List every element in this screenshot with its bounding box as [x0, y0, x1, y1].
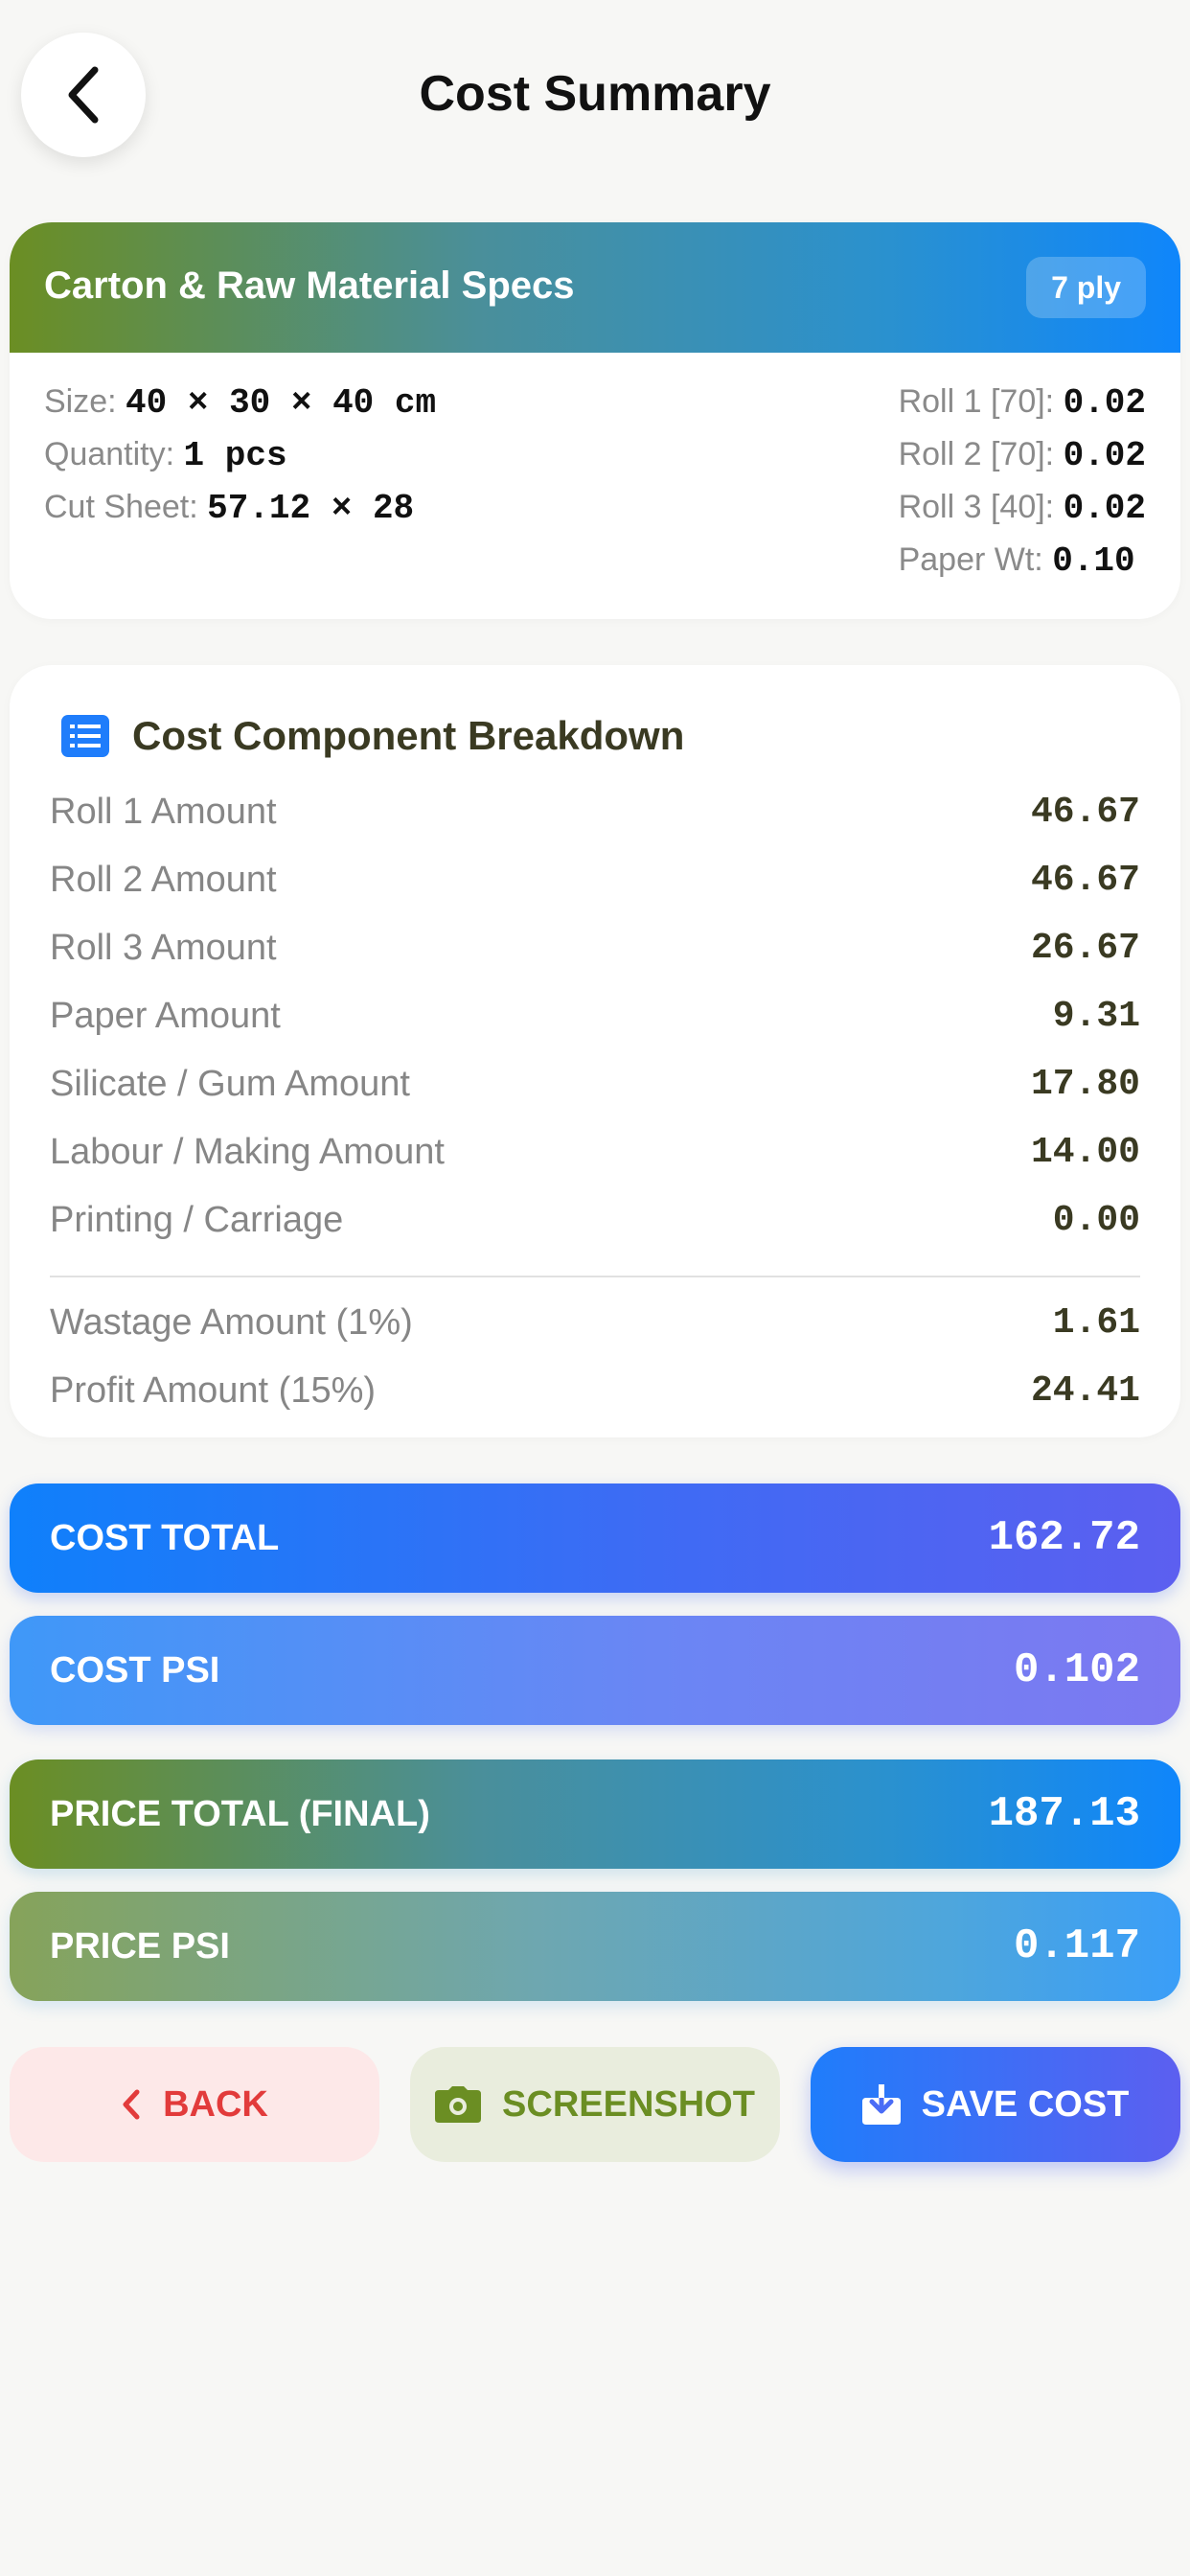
- specs-header: Carton & Raw Material Specs 7 ply: [10, 222, 1180, 353]
- row-label: Labour / Making Amount: [50, 1132, 445, 1172]
- ply-badge: 7 ply: [1026, 257, 1146, 318]
- save-cost-button[interactable]: SAVE COST: [811, 2047, 1180, 2162]
- back-button[interactable]: BACK: [10, 2047, 379, 2162]
- breakdown-row: Roll 2 Amount 46.67: [50, 846, 1140, 914]
- total-value: 187.13: [988, 1790, 1140, 1838]
- row-value: 9.31: [1052, 996, 1140, 1037]
- breakdown-row: Printing / Carriage 0.00: [50, 1186, 1140, 1254]
- row-value: 24.41: [1030, 1370, 1140, 1412]
- breakdown-row: Labour / Making Amount 14.00: [50, 1118, 1140, 1186]
- row-value: 14.00: [1030, 1132, 1140, 1173]
- row-label: Printing / Carriage: [50, 1200, 344, 1240]
- cost-psi-bar: COST PSI 0.102: [10, 1616, 1180, 1725]
- chevron-left-icon: [121, 2088, 142, 2121]
- breakdown-header: Cost Component Breakdown: [61, 709, 684, 763]
- spec-value: 40 × 30 × 40 cm: [126, 383, 437, 423]
- total-label: PRICE TOTAL (FINAL): [50, 1793, 430, 1834]
- price-psi-bar: PRICE PSI 0.117: [10, 1892, 1180, 2001]
- cost-total-bar: COST TOTAL 162.72: [10, 1484, 1180, 1593]
- spec-roll-2: Roll 2 [70]: 0.02: [899, 436, 1146, 489]
- spec-label: Cut Sheet:: [44, 489, 198, 525]
- screenshot-button-label: SCREENSHOT: [502, 2083, 755, 2125]
- chevron-left-icon: [68, 66, 99, 124]
- price-total-bar: PRICE TOTAL (FINAL) 187.13: [10, 1760, 1180, 1869]
- specs-right-column: Roll 1 [70]: 0.02 Roll 2 [70]: 0.02 Roll…: [899, 383, 1146, 594]
- row-value: 0.00: [1052, 1200, 1140, 1241]
- breakdown-row-profit: Profit Amount (15%) 24.41: [50, 1357, 1140, 1425]
- breakdown-row: Roll 3 Amount 26.67: [50, 914, 1140, 982]
- screenshot-button[interactable]: SCREENSHOT: [410, 2047, 780, 2162]
- row-value: 17.80: [1030, 1064, 1140, 1105]
- spec-label: Roll 3 [40]:: [898, 489, 1055, 525]
- breakdown-title: Cost Component Breakdown: [132, 713, 685, 758]
- total-label: COST TOTAL: [50, 1517, 280, 1558]
- breakdown-row: Paper Amount 9.31: [50, 982, 1140, 1050]
- row-value: 46.67: [1030, 860, 1140, 901]
- list-icon: [61, 715, 109, 757]
- spec-label: Quantity:: [44, 436, 175, 472]
- row-value: 1.61: [1052, 1302, 1140, 1344]
- specs-left-column: Size: 40 × 30 × 40 cm Quantity: 1 pcs Cu…: [44, 383, 436, 541]
- spec-value: 0.02: [1063, 436, 1146, 475]
- spec-label: Size:: [44, 383, 117, 420]
- spec-roll-1: Roll 1 [70]: 0.02: [899, 383, 1146, 436]
- specs-card: Carton & Raw Material Specs 7 ply Size: …: [10, 222, 1180, 619]
- spec-paper-wt: Paper Wt: 0.10: [899, 541, 1146, 594]
- spec-label: Roll 2 [70]:: [898, 436, 1055, 472]
- divider: [50, 1276, 1140, 1277]
- row-value: 46.67: [1030, 792, 1140, 833]
- spec-value: 0.02: [1063, 383, 1146, 423]
- spec-value: 0.02: [1063, 489, 1146, 528]
- total-value: 0.102: [1013, 1646, 1140, 1694]
- back-button-label: BACK: [163, 2083, 268, 2125]
- specs-title: Carton & Raw Material Specs: [44, 264, 575, 307]
- page-title: Cost Summary: [419, 66, 771, 122]
- breakdown-card: Cost Component Breakdown Roll 1 Amount 4…: [10, 665, 1180, 1438]
- row-value: 26.67: [1030, 928, 1140, 969]
- total-label: COST PSI: [50, 1649, 220, 1690]
- row-label: Paper Amount: [50, 996, 281, 1036]
- camera-icon: [435, 2086, 482, 2123]
- total-label: PRICE PSI: [50, 1925, 230, 1966]
- total-value: 0.117: [1013, 1922, 1140, 1970]
- row-label: Roll 1 Amount: [50, 792, 277, 832]
- spec-cut-sheet: Cut Sheet: 57.12 × 28: [44, 489, 436, 541]
- breakdown-list: Roll 1 Amount 46.67 Roll 2 Amount 46.67 …: [50, 778, 1140, 1425]
- spec-value: 0.10: [1052, 541, 1135, 581]
- spec-label: Paper Wt:: [898, 541, 1043, 578]
- spec-value: 1 pcs: [183, 436, 287, 475]
- header: Cost Summary: [0, 0, 1190, 192]
- total-value: 162.72: [988, 1514, 1140, 1562]
- spec-size: Size: 40 × 30 × 40 cm: [44, 383, 436, 436]
- row-label: Profit Amount (15%): [50, 1370, 377, 1411]
- row-label: Roll 3 Amount: [50, 928, 277, 968]
- spec-label: Roll 1 [70]:: [898, 383, 1055, 420]
- spec-value: 57.12 × 28: [207, 489, 415, 528]
- spec-quantity: Quantity: 1 pcs: [44, 436, 436, 489]
- breakdown-row: Silicate / Gum Amount 17.80: [50, 1050, 1140, 1118]
- download-icon: [861, 2084, 901, 2125]
- nav-back-button[interactable]: [21, 33, 146, 157]
- row-label: Wastage Amount (1%): [50, 1302, 413, 1343]
- breakdown-row: Roll 1 Amount 46.67: [50, 778, 1140, 846]
- save-cost-button-label: SAVE COST: [921, 2083, 1130, 2125]
- row-label: Silicate / Gum Amount: [50, 1064, 410, 1104]
- row-label: Roll 2 Amount: [50, 860, 277, 900]
- breakdown-row-wastage: Wastage Amount (1%) 1.61: [50, 1289, 1140, 1357]
- spec-roll-3: Roll 3 [40]: 0.02: [899, 489, 1146, 541]
